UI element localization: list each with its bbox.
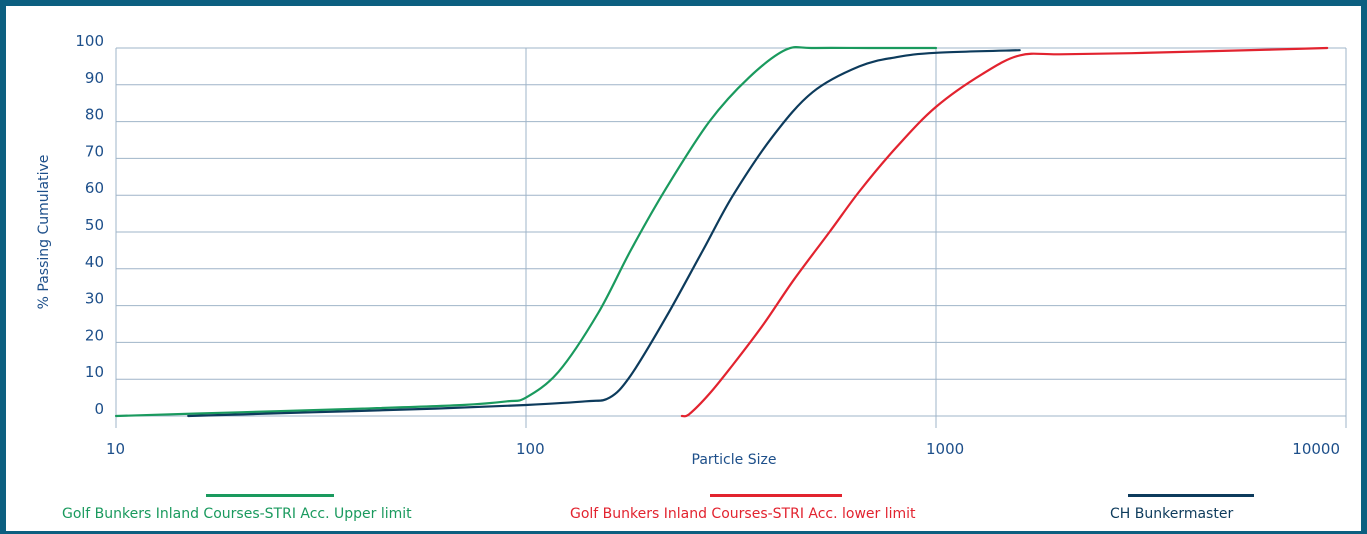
y-tick-60: 60 — [85, 179, 104, 197]
y-tick-labels: 0 10 20 30 40 50 60 70 80 90 100 — [75, 32, 104, 418]
series-line-1 — [114, 46, 938, 418]
y-tick-40: 40 — [85, 253, 104, 271]
y-tick-10: 10 — [85, 363, 104, 381]
legend-upper-limit: Golf Bunkers Inland Courses-STRI Acc. Up… — [62, 494, 442, 534]
y-axis-title: % Passing Cumulative — [36, 155, 52, 310]
legend-label-bunkermaster: CH Bunkermaster — [1110, 506, 1234, 522]
legend-swatch-bunkermaster — [1128, 494, 1254, 497]
series-line-3 — [187, 49, 1021, 418]
y-tick-0: 0 — [94, 400, 104, 418]
y-tick-30: 30 — [85, 290, 104, 308]
x-axis-title: Particle Size — [692, 452, 777, 468]
x-tick-10000: 10000 — [1292, 440, 1340, 458]
y-tick-90: 90 — [85, 69, 104, 87]
grading-curve-chart: 0 10 20 30 40 50 60 70 80 90 100 10 100 1000 10000 Pa… — [36, 32, 1347, 468]
x-tick-100: 100 — [516, 440, 545, 458]
y-tick-70: 70 — [85, 142, 104, 160]
grid — [115, 47, 1347, 428]
y-tick-80: 80 — [85, 106, 104, 124]
legend-lower-limit: Golf Bunkers Inland Courses-STRI Acc. lo… — [570, 494, 1000, 534]
series-lines — [114, 46, 1329, 418]
legend-bunkermaster: CH Bunkermaster — [1110, 494, 1310, 534]
x-tick-labels: 10 100 1000 10000 — [106, 440, 1340, 458]
y-tick-50: 50 — [85, 216, 104, 234]
legend-label-lower-limit: Golf Bunkers Inland Courses-STRI Acc. lo… — [570, 506, 916, 522]
y-tick-20: 20 — [85, 326, 104, 344]
x-tick-10: 10 — [106, 440, 125, 458]
legend-swatch-lower-limit — [710, 494, 842, 497]
chart-panel: 0 10 20 30 40 50 60 70 80 90 100 10 100 1000 10000 Pa… — [6, 6, 1361, 531]
series-line-2 — [680, 46, 1329, 418]
legend-swatch-upper-limit — [206, 494, 334, 497]
legend-label-upper-limit: Golf Bunkers Inland Courses-STRI Acc. Up… — [62, 506, 412, 522]
x-tick-1000: 1000 — [926, 440, 964, 458]
y-tick-100: 100 — [75, 32, 104, 50]
